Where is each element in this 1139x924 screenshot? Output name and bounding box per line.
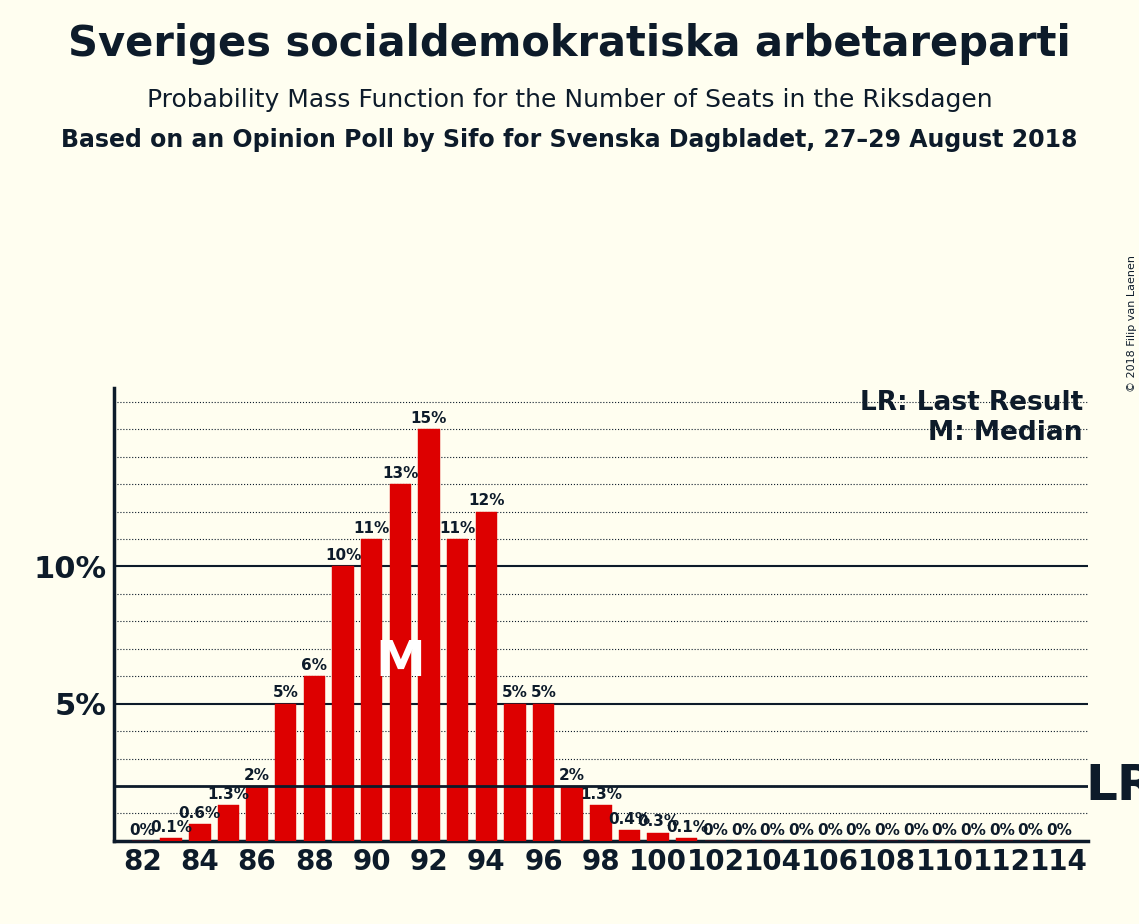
Text: 0%: 0% (875, 822, 900, 837)
Text: 5%: 5% (502, 686, 527, 700)
Bar (418, 430, 440, 841)
Bar (618, 830, 640, 841)
Bar (533, 704, 555, 841)
Bar (390, 484, 411, 841)
Bar (677, 838, 697, 841)
Text: 0%: 0% (760, 822, 786, 837)
Text: 13%: 13% (383, 466, 418, 480)
Text: 0%: 0% (1046, 822, 1072, 837)
Text: 0%: 0% (1017, 822, 1043, 837)
Text: 0%: 0% (817, 822, 843, 837)
Bar (505, 704, 525, 841)
Text: Probability Mass Function for the Number of Seats in the Riksdagen: Probability Mass Function for the Number… (147, 88, 992, 112)
Text: 15%: 15% (411, 411, 448, 426)
Bar (274, 704, 296, 841)
Text: M: M (376, 638, 425, 687)
Bar (562, 786, 583, 841)
Text: 12%: 12% (468, 493, 505, 508)
Text: 2%: 2% (559, 768, 585, 783)
Text: M: Median: M: Median (928, 419, 1083, 445)
Text: 0%: 0% (989, 822, 1015, 837)
Text: 0.3%: 0.3% (637, 814, 679, 830)
Bar (304, 676, 325, 841)
Text: 11%: 11% (440, 521, 476, 536)
Bar (647, 833, 669, 841)
Bar (361, 539, 383, 841)
Text: 0%: 0% (788, 822, 814, 837)
Bar (218, 805, 239, 841)
Text: 5%: 5% (531, 686, 557, 700)
Text: 0%: 0% (960, 822, 986, 837)
Text: 11%: 11% (353, 521, 390, 536)
Bar (189, 824, 211, 841)
Text: 0%: 0% (932, 822, 958, 837)
Bar (446, 539, 468, 841)
Text: 10%: 10% (325, 548, 361, 563)
Text: 0%: 0% (903, 822, 928, 837)
Bar (590, 805, 612, 841)
Text: Based on an Opinion Poll by Sifo for Svenska Dagbladet, 27–29 August 2018: Based on an Opinion Poll by Sifo for Sve… (62, 128, 1077, 152)
Text: 0.4%: 0.4% (608, 811, 650, 827)
Text: 5%: 5% (273, 686, 298, 700)
Bar (333, 566, 354, 841)
Text: 0%: 0% (703, 822, 728, 837)
Bar (161, 838, 182, 841)
Text: 1.3%: 1.3% (580, 787, 622, 802)
Bar (475, 512, 497, 841)
Text: 0%: 0% (130, 822, 156, 837)
Text: 0.1%: 0.1% (150, 820, 192, 834)
Text: 0.6%: 0.6% (179, 806, 221, 821)
Text: © 2018 Filip van Laenen: © 2018 Filip van Laenen (1126, 255, 1137, 392)
Text: 6%: 6% (302, 658, 327, 673)
Text: LR: Last Result: LR: Last Result (860, 390, 1083, 417)
Bar (246, 786, 268, 841)
Text: 0.1%: 0.1% (666, 820, 707, 834)
Text: 0%: 0% (731, 822, 757, 837)
Text: Sveriges socialdemokratiska arbetareparti: Sveriges socialdemokratiska arbetarepart… (68, 23, 1071, 65)
Text: LR: LR (1085, 762, 1139, 810)
Text: 1.3%: 1.3% (207, 787, 249, 802)
Text: 2%: 2% (244, 768, 270, 783)
Text: 0%: 0% (845, 822, 871, 837)
